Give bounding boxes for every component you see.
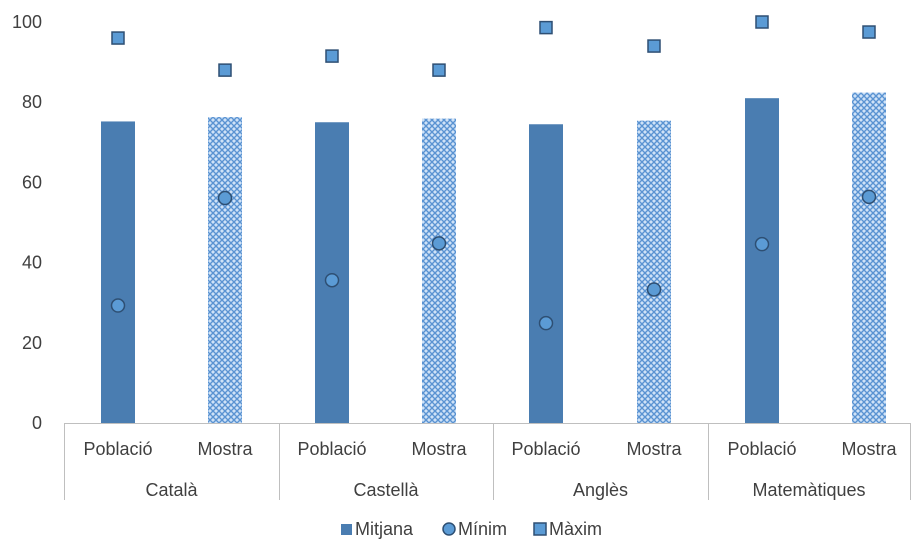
subcategory-label: Població <box>511 439 580 459</box>
bars-layer <box>101 92 886 424</box>
bar-7 <box>852 92 886 424</box>
max-marker-4 <box>539 20 553 35</box>
legend-label-maxim: Màxim <box>549 519 602 539</box>
bar-5 <box>637 120 671 424</box>
min-marker-0 <box>110 298 126 313</box>
group-label: Matemàtiques <box>752 480 865 500</box>
y-tick-label: 80 <box>22 92 42 112</box>
group-label: Català <box>145 480 198 500</box>
max-marker-7 <box>862 25 876 39</box>
labels-layer: 0 20 40 60 80 100 Població Mostra Població Mostra… <box>12 12 898 500</box>
min-marker-4 <box>538 315 554 331</box>
bar-4 <box>529 124 563 423</box>
bar-3 <box>422 118 456 424</box>
bar-1 <box>208 117 242 424</box>
bar-2 <box>315 122 349 423</box>
min-marker-5 <box>646 282 662 297</box>
y-tick-label: 40 <box>22 253 42 273</box>
max-marker-5 <box>647 39 661 53</box>
max-marker-6 <box>755 15 769 29</box>
legend-label-minim: Mínim <box>458 519 507 539</box>
y-tick-label: 60 <box>22 172 42 192</box>
group-label: Castellà <box>353 480 419 500</box>
subcategory-label: Població <box>297 439 366 459</box>
legend: Mitjana Mínim Màxim <box>341 519 602 539</box>
subcategory-label: Població <box>83 439 152 459</box>
bar-6 <box>745 98 779 423</box>
min-marker-3 <box>431 236 447 251</box>
markers-layer <box>110 15 877 331</box>
min-marker-2 <box>324 272 340 288</box>
max-marker-0 <box>111 31 125 45</box>
y-tick-label: 100 <box>12 12 42 32</box>
subcategory-label: Població <box>727 439 796 459</box>
legend-swatch-maxim <box>533 522 547 536</box>
group-label: Anglès <box>573 480 628 500</box>
max-marker-3 <box>432 63 446 77</box>
legend-swatch-mitjana <box>341 524 352 535</box>
legend-swatch-minim <box>442 522 456 536</box>
y-tick-label: 20 <box>22 333 42 353</box>
min-marker-1 <box>217 190 233 206</box>
bar-0 <box>101 121 135 423</box>
max-marker-2 <box>325 49 339 63</box>
min-marker-7 <box>861 189 877 205</box>
y-tick-label: 0 <box>32 413 42 433</box>
subcategory-label: Mostra <box>626 439 682 459</box>
subcategory-label: Mostra <box>411 439 467 459</box>
subcategory-label: Mostra <box>197 439 253 459</box>
subcategory-label: Mostra <box>841 439 897 459</box>
min-marker-6 <box>754 236 770 252</box>
legend-label-mitjana: Mitjana <box>355 519 414 539</box>
max-marker-1 <box>218 63 232 77</box>
